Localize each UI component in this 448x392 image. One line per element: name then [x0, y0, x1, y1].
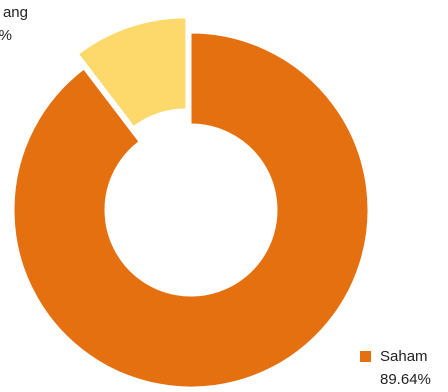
donut-slice: [13, 32, 369, 388]
slice-label: ang: [3, 4, 28, 21]
legend-value: 89.64%: [380, 371, 431, 388]
slice-value: 10.36%: [0, 27, 12, 44]
donut-slice: [77, 17, 187, 128]
legend-swatch: [360, 351, 371, 362]
legend-label: Saham: [380, 348, 428, 365]
